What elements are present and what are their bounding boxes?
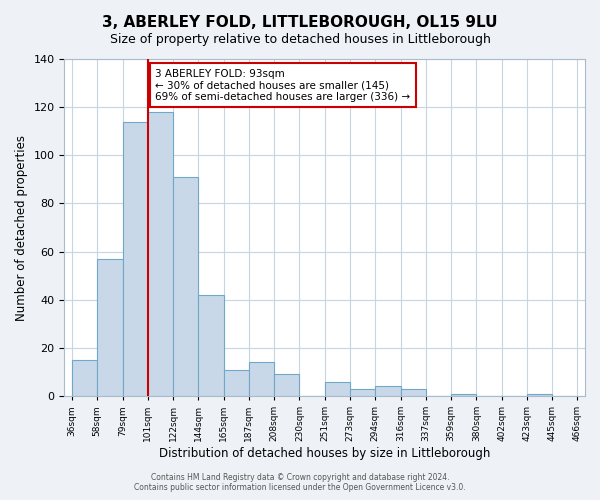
Text: 3 ABERLEY FOLD: 93sqm
← 30% of detached houses are smaller (145)
69% of semi-det: 3 ABERLEY FOLD: 93sqm ← 30% of detached … [155, 68, 410, 102]
Bar [122, 122, 148, 396]
Bar [249, 362, 274, 396]
Bar [97, 259, 122, 396]
Bar [401, 389, 426, 396]
Text: Size of property relative to detached houses in Littleborough: Size of property relative to detached ho… [110, 32, 490, 46]
Y-axis label: Number of detached properties: Number of detached properties [15, 134, 28, 320]
Bar [350, 389, 375, 396]
Bar [325, 382, 350, 396]
Bar [199, 295, 224, 396]
Text: 3, ABERLEY FOLD, LITTLEBOROUGH, OL15 9LU: 3, ABERLEY FOLD, LITTLEBOROUGH, OL15 9LU [102, 15, 498, 30]
Bar [224, 370, 249, 396]
Bar [72, 360, 97, 396]
Bar [527, 394, 552, 396]
Text: Contains HM Land Registry data © Crown copyright and database right 2024.
Contai: Contains HM Land Registry data © Crown c… [134, 473, 466, 492]
Bar [173, 177, 199, 396]
Bar [375, 386, 401, 396]
Bar [451, 394, 476, 396]
Bar [148, 112, 173, 396]
X-axis label: Distribution of detached houses by size in Littleborough: Distribution of detached houses by size … [159, 447, 490, 460]
Bar [274, 374, 299, 396]
